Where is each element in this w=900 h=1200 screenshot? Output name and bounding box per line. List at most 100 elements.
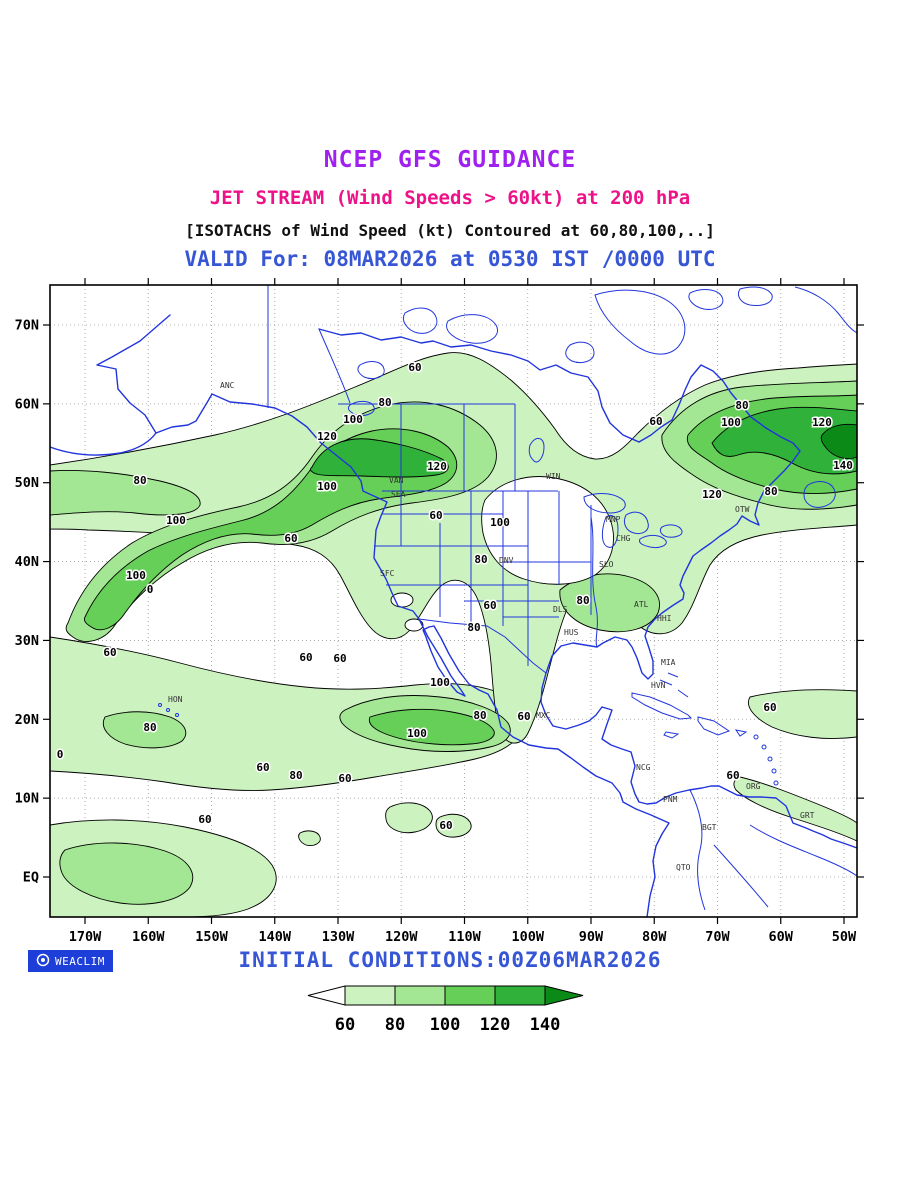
city-label: SLO bbox=[599, 560, 614, 569]
y-tick-label: 10N bbox=[15, 791, 39, 807]
city-label: ORG bbox=[746, 782, 761, 791]
legend-segment bbox=[444, 985, 496, 1006]
city-label: HHI bbox=[657, 614, 672, 623]
legend-arrow-right bbox=[544, 985, 584, 1006]
city-label: MNP bbox=[606, 515, 621, 524]
contour-label: 100 bbox=[126, 569, 146, 582]
isotach-60-southamerica-streak bbox=[733, 776, 857, 842]
contour-label: 80 bbox=[473, 709, 486, 722]
y-tick-label: 70N bbox=[15, 318, 39, 334]
contour-label: 60 bbox=[649, 415, 662, 428]
hawaii-islands bbox=[158, 703, 179, 717]
x-tick-label: 110W bbox=[448, 929, 481, 945]
contour-label: 60 bbox=[763, 701, 776, 714]
contour-label: 60 bbox=[517, 710, 530, 723]
isotach-80-subtropical-west-core bbox=[103, 711, 187, 749]
y-tick-label: 40N bbox=[15, 554, 39, 570]
contour-label: 60 bbox=[299, 651, 312, 664]
contour-label: 100 bbox=[343, 413, 363, 426]
city-label: SFC bbox=[380, 569, 395, 578]
x-tick-label: 150W bbox=[195, 929, 228, 945]
political-borders bbox=[267, 285, 592, 674]
y-tick-label: 60N bbox=[15, 396, 39, 412]
city-label: VAN bbox=[389, 476, 404, 485]
contour-label: 0 bbox=[57, 748, 64, 761]
contour-label: 120 bbox=[427, 460, 447, 473]
city-label: CHG bbox=[616, 534, 631, 543]
city-label: MIA bbox=[661, 658, 676, 667]
contour-label: 60 bbox=[726, 769, 739, 782]
contour-label: 60 bbox=[439, 819, 452, 832]
x-tick-label: 120W bbox=[385, 929, 418, 945]
contour-label: 100 bbox=[490, 516, 510, 529]
legend-segment bbox=[494, 985, 546, 1006]
legend-colorbar: 60 80 100 120 140 bbox=[307, 985, 584, 1035]
isotach-120-atlantic-core bbox=[711, 406, 857, 475]
city-label: GRT bbox=[800, 811, 815, 820]
contour-label: 60 bbox=[483, 599, 496, 612]
page-title-jetstream: JET STREAM (Wind Speeds > 60kt) at 200 h… bbox=[209, 187, 691, 209]
isotach-fill-regions bbox=[50, 352, 857, 917]
page-title-isotachs: [ISOTACHS of Wind Speed (kt) Contoured a… bbox=[185, 221, 715, 240]
isotach-60-atlantic-patch bbox=[748, 689, 857, 739]
x-tick-label: 50W bbox=[832, 929, 857, 945]
contour-label: 80 bbox=[467, 621, 480, 634]
city-label: ANC bbox=[220, 381, 235, 390]
sub60-hole-california-1 bbox=[390, 592, 414, 608]
legend-tick-label: 140 bbox=[530, 1015, 561, 1035]
y-tick-label: EQ bbox=[23, 869, 39, 885]
legend-tick-label: 120 bbox=[480, 1015, 511, 1035]
city-label: DNV bbox=[499, 556, 514, 565]
legend-tick-label: 100 bbox=[430, 1015, 461, 1035]
city-label: SEA bbox=[391, 490, 406, 499]
x-tick-label: 80W bbox=[642, 929, 667, 945]
rivers bbox=[318, 328, 857, 911]
initial-conditions-text: INITIAL CONDITIONS:00Z06MAR2026 bbox=[238, 948, 662, 972]
contour-label: 0 bbox=[147, 583, 154, 596]
contour-label: 60 bbox=[284, 532, 297, 545]
contour-label: 100 bbox=[166, 514, 186, 527]
y-tick-label: 30N bbox=[15, 633, 39, 649]
lakes bbox=[347, 361, 683, 548]
contour-label: 60 bbox=[408, 361, 421, 374]
x-tick-label: 140W bbox=[258, 929, 291, 945]
city-label: WIN bbox=[546, 472, 561, 481]
sub60-hole-california-2 bbox=[404, 618, 424, 632]
geography bbox=[50, 285, 857, 917]
x-tick-label: 130W bbox=[322, 929, 355, 945]
city-label: NCG bbox=[636, 763, 651, 772]
x-tick-label: 100W bbox=[511, 929, 544, 945]
x-tick-label: 160W bbox=[132, 929, 165, 945]
legend-segment bbox=[394, 985, 446, 1006]
isotach-100-mexico-core bbox=[368, 708, 495, 746]
legend-segment bbox=[344, 985, 396, 1006]
city-label: HUS bbox=[564, 628, 579, 637]
caribbean-islands bbox=[631, 672, 748, 739]
contour-label: 80 bbox=[474, 553, 487, 566]
contour-label: 100 bbox=[430, 676, 450, 689]
page-title-model: NCEP GFS GUIDANCE bbox=[323, 147, 577, 173]
contour-label: 60 bbox=[256, 761, 269, 774]
isotach-120-pacific-core bbox=[309, 438, 449, 478]
legend-tick-label: 80 bbox=[385, 1015, 405, 1035]
city-label: DLS bbox=[553, 605, 568, 614]
contour-label: 80 bbox=[378, 396, 391, 409]
contour-label: 100 bbox=[407, 727, 427, 740]
x-tick-label: 70W bbox=[705, 929, 730, 945]
axis-ticks-and-labels: 170W 160W 150W 140W 130W 120W 110W 100W 90W 80W 70… bbox=[15, 278, 864, 945]
contour-label: 80 bbox=[576, 594, 589, 607]
city-label: ATL bbox=[634, 600, 649, 609]
x-tick-label: 60W bbox=[769, 929, 794, 945]
arctic-islands bbox=[403, 286, 857, 508]
map-frame bbox=[49, 284, 858, 918]
contour-label: 80 bbox=[143, 721, 156, 734]
y-tick-label: 20N bbox=[15, 712, 39, 728]
contour-label: 60 bbox=[429, 509, 442, 522]
contour-label: 80 bbox=[133, 474, 146, 487]
y-tick-label: 50N bbox=[15, 475, 39, 491]
legend-arrow-left bbox=[307, 985, 346, 1006]
page-title-valid-time: VALID For: 08MAR2026 at 0530 IST /0000 U… bbox=[184, 247, 716, 271]
contour-label: 100 bbox=[317, 480, 337, 493]
contour-label: 80 bbox=[735, 399, 748, 412]
isotach-140-atlantic-core bbox=[820, 423, 857, 460]
